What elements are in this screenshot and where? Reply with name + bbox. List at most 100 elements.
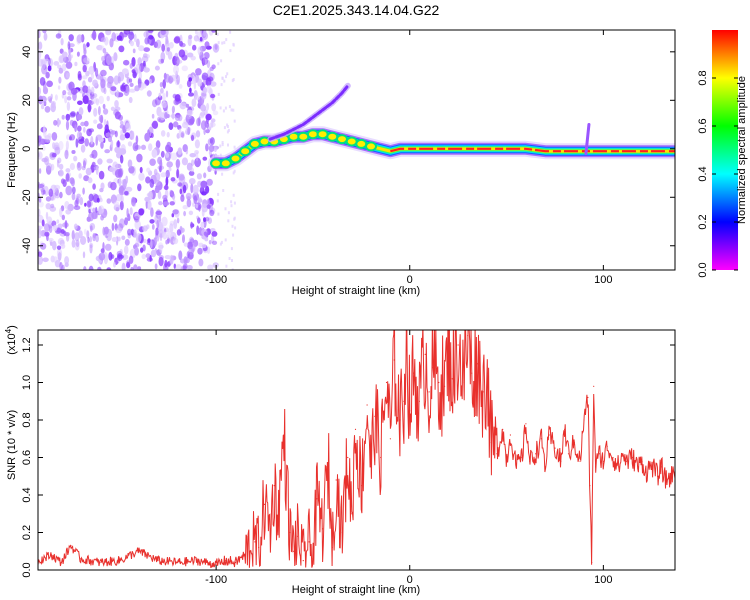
noise-speckle xyxy=(102,47,107,54)
noise-speckle xyxy=(221,172,224,176)
noise-speckle xyxy=(65,72,70,79)
noise-speckle xyxy=(104,36,109,46)
snr-y-multiplier-close: ) xyxy=(6,325,18,329)
noise-speckle xyxy=(71,186,76,194)
noise-speckle xyxy=(71,150,76,154)
noise-speckle xyxy=(149,158,156,166)
signal-ridge-blob xyxy=(297,131,310,142)
noise-speckle xyxy=(208,145,215,152)
snr-y-tick-label: 1.0 xyxy=(21,375,33,390)
spectrogram-x-tick-label: 100 xyxy=(594,274,612,286)
noise-speckle xyxy=(82,251,86,259)
noise-speckle xyxy=(212,110,219,116)
noise-speckle xyxy=(200,180,208,188)
noise-speckle xyxy=(134,247,140,256)
noise-speckle xyxy=(189,153,197,158)
noise-speckle xyxy=(51,132,58,141)
snr-data-point xyxy=(312,558,314,560)
noise-speckle xyxy=(197,78,203,87)
noise-speckle xyxy=(182,121,189,129)
noise-speckle xyxy=(86,200,92,208)
noise-speckle xyxy=(176,59,183,64)
noise-speckle xyxy=(69,119,74,126)
noise-speckle xyxy=(38,30,41,39)
noise-speckle xyxy=(224,238,227,242)
noise-speckle xyxy=(190,168,194,173)
noise-speckle xyxy=(181,65,188,72)
snr-data-point xyxy=(374,415,376,417)
snr-data-point xyxy=(316,498,318,500)
noise-speckle xyxy=(62,179,67,188)
noise-speckle xyxy=(38,208,41,217)
noise-speckle xyxy=(120,154,124,164)
noise-speckle xyxy=(211,30,217,33)
snr-data-point xyxy=(529,460,531,462)
noise-speckle xyxy=(66,101,71,112)
noise-speckle xyxy=(175,264,182,270)
noise-speckle xyxy=(176,229,181,236)
snr-x-tick-label: -100 xyxy=(205,574,227,586)
noise-speckle xyxy=(87,103,92,113)
noise-speckle xyxy=(226,123,229,127)
noise-speckle xyxy=(205,129,210,134)
noise-speckle xyxy=(82,85,89,93)
noise-speckle xyxy=(59,163,64,170)
snr-y-tick-label: 0.6 xyxy=(21,450,33,465)
noise-speckle xyxy=(106,198,112,204)
snr-data-point xyxy=(583,419,585,421)
noise-speckle xyxy=(189,87,192,93)
colorbar-title: Normalized spectral amplitude xyxy=(736,76,748,224)
noise-speckle xyxy=(166,47,171,52)
noise-speckle xyxy=(208,240,212,245)
noise-speckle xyxy=(144,37,150,45)
noise-speckle xyxy=(146,224,150,229)
noise-speckle xyxy=(42,257,49,263)
noise-speckle xyxy=(231,79,234,83)
noise-speckle xyxy=(76,131,83,140)
noise-speckle xyxy=(229,49,232,53)
noise-speckle xyxy=(50,255,55,263)
noise-speckle xyxy=(82,64,87,73)
noise-speckle xyxy=(134,242,140,248)
noise-speckle xyxy=(178,49,186,58)
noise-speckle xyxy=(143,67,150,73)
noise-speckle xyxy=(116,89,119,98)
snr-data-point xyxy=(389,438,391,440)
noise-speckle xyxy=(103,108,109,115)
noise-speckle xyxy=(198,258,204,267)
noise-speckle xyxy=(162,201,170,206)
noise-speckle xyxy=(144,196,150,202)
noise-speckle xyxy=(232,171,235,175)
noise-speckle xyxy=(78,230,83,239)
noise-speckle xyxy=(230,200,233,204)
spectrogram-x-tick-label: -100 xyxy=(205,274,227,286)
noise-speckle xyxy=(91,211,98,220)
noise-speckle xyxy=(100,37,106,43)
noise-speckle xyxy=(211,64,216,70)
noise-speckle xyxy=(179,188,183,195)
noise-speckle xyxy=(43,125,46,135)
noise-speckle xyxy=(59,262,63,270)
noise-speckle xyxy=(43,33,47,41)
colorbar-gradient xyxy=(712,30,738,270)
noise-speckle xyxy=(42,145,46,152)
noise-speckle xyxy=(168,77,174,83)
noise-speckle xyxy=(116,141,121,148)
noise-speckle xyxy=(168,167,172,172)
noise-speckle xyxy=(38,229,42,239)
noise-speckle xyxy=(169,201,175,206)
noise-speckle xyxy=(64,95,68,104)
noise-speckle xyxy=(56,159,60,168)
noise-speckle xyxy=(102,103,106,110)
noise-speckle xyxy=(61,51,68,58)
noise-speckle xyxy=(206,198,210,205)
noise-speckle xyxy=(68,34,74,42)
snr-data-point xyxy=(612,456,614,459)
noise-speckle xyxy=(221,141,224,144)
noise-speckle xyxy=(100,69,107,77)
noise-speckle xyxy=(227,143,229,147)
noise-speckle xyxy=(91,161,96,168)
snr-data-point xyxy=(327,466,329,468)
noise-speckle xyxy=(39,241,44,247)
noise-speckle xyxy=(149,78,153,85)
